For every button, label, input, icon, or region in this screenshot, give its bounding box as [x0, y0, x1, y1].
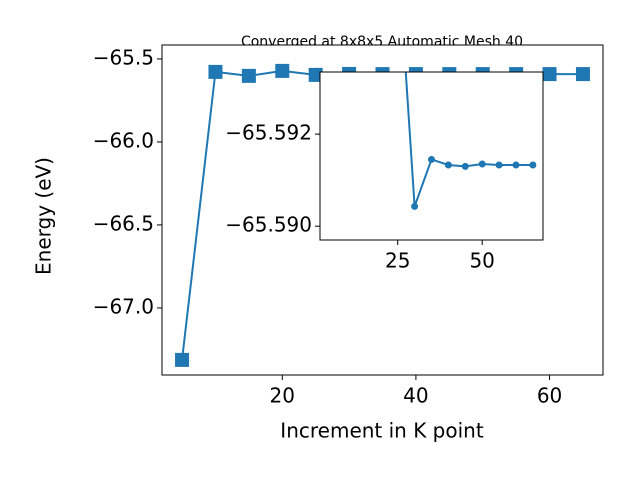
x-tick-label: 50: [469, 249, 494, 273]
axes-frame: [161, 44, 604, 376]
y-axis-label: Energy (eV): [32, 157, 56, 275]
axes-frame: [319, 71, 544, 241]
marker: [461, 162, 469, 170]
marker: [428, 155, 435, 163]
marker: [411, 202, 419, 210]
marker: [308, 67, 323, 82]
marker: [512, 161, 520, 169]
y-tick-label: −65.592: [225, 121, 312, 145]
marker: [575, 67, 590, 82]
y-tick-label: −65.590: [225, 213, 312, 237]
x-tick-label: 20: [270, 384, 295, 408]
marker: [542, 67, 557, 82]
marker: [175, 352, 190, 367]
marker: [529, 161, 537, 169]
x-tick-label: 40: [403, 384, 428, 408]
marker: [275, 63, 290, 78]
x-axis-label: Increment in K point: [280, 419, 484, 443]
marker: [241, 68, 256, 83]
y-tick-label: −66.0: [93, 128, 154, 152]
marker: [208, 64, 223, 79]
y-tick-label: −67.0: [93, 294, 154, 318]
y-tick-label: −66.5: [93, 211, 154, 235]
marker: [478, 160, 486, 168]
x-tick-label: 25: [385, 249, 410, 273]
marker: [495, 161, 503, 169]
x-tick-label: 60: [537, 384, 562, 408]
y-tick-label: −65.5: [93, 45, 154, 69]
marker: [444, 161, 452, 169]
